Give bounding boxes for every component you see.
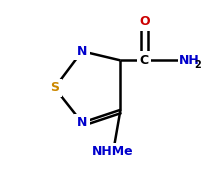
Text: NHMe: NHMe [92,145,134,158]
Text: S: S [50,81,59,94]
Text: O: O [139,15,150,29]
Text: 2: 2 [195,60,201,70]
Text: N: N [77,45,87,58]
Text: C: C [140,54,149,67]
Text: N: N [77,116,87,129]
Text: NH: NH [179,54,200,67]
